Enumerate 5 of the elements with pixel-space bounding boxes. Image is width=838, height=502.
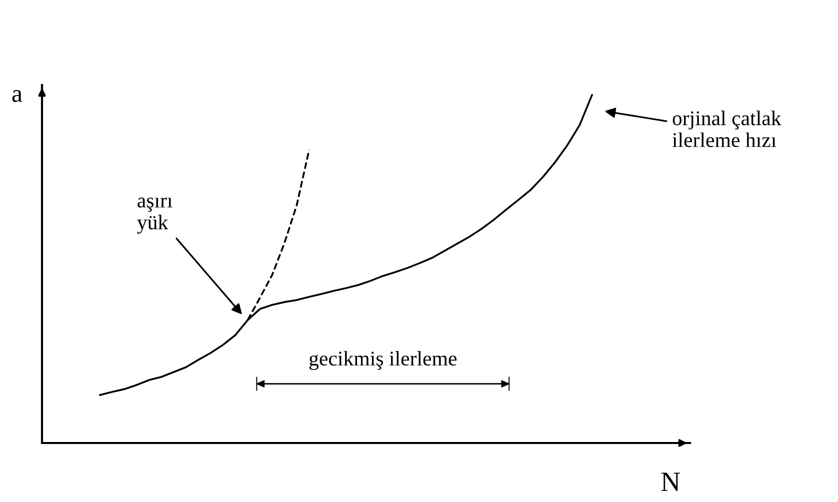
y-axis-title: a <box>12 90 22 102</box>
x-axis-title: N <box>661 472 680 491</box>
annotation: gecikmiş ilerleme <box>309 350 457 370</box>
annotation: aşırı yük <box>137 198 172 234</box>
text: orjinal çatlak ilerleme hızı <box>672 110 782 148</box>
